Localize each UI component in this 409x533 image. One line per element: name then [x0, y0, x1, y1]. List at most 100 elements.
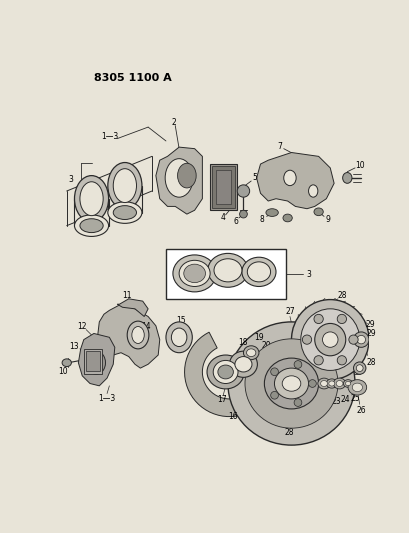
- Bar: [166, 249, 285, 299]
- Bar: [216, 170, 231, 204]
- Ellipse shape: [243, 346, 258, 360]
- Text: 5: 5: [252, 173, 257, 182]
- Ellipse shape: [283, 170, 295, 185]
- Polygon shape: [184, 332, 272, 417]
- Text: 6: 6: [233, 216, 238, 225]
- Ellipse shape: [270, 391, 278, 399]
- Text: 19: 19: [254, 333, 263, 342]
- Ellipse shape: [342, 173, 351, 183]
- Ellipse shape: [80, 219, 103, 232]
- Ellipse shape: [320, 381, 327, 386]
- Text: 15: 15: [176, 316, 186, 325]
- Text: 3: 3: [68, 175, 73, 184]
- Ellipse shape: [213, 360, 238, 384]
- Text: 1—3: 1—3: [98, 394, 115, 403]
- Ellipse shape: [179, 260, 210, 287]
- Text: 8305 1100 A: 8305 1100 A: [94, 73, 171, 83]
- Ellipse shape: [343, 379, 352, 387]
- Ellipse shape: [336, 356, 346, 365]
- Ellipse shape: [270, 368, 278, 376]
- Ellipse shape: [345, 382, 350, 386]
- Ellipse shape: [183, 264, 205, 282]
- Ellipse shape: [308, 379, 315, 387]
- Ellipse shape: [282, 214, 292, 222]
- Ellipse shape: [356, 335, 364, 344]
- Ellipse shape: [347, 379, 366, 395]
- Bar: [86, 351, 100, 371]
- Bar: [83, 349, 102, 374]
- Text: 13: 13: [70, 342, 79, 351]
- Text: 29: 29: [366, 329, 375, 338]
- Ellipse shape: [173, 255, 216, 292]
- Ellipse shape: [301, 335, 311, 344]
- Text: 4: 4: [220, 213, 225, 222]
- Ellipse shape: [132, 327, 144, 343]
- Text: 17: 17: [216, 395, 226, 404]
- Text: 2: 2: [171, 118, 175, 127]
- Ellipse shape: [293, 399, 301, 406]
- Ellipse shape: [322, 332, 337, 348]
- Ellipse shape: [177, 163, 196, 188]
- Ellipse shape: [239, 210, 247, 218]
- Bar: [210, 164, 237, 210]
- Text: 22: 22: [315, 397, 325, 406]
- Text: 14: 14: [141, 322, 150, 331]
- Ellipse shape: [317, 378, 329, 389]
- Text: 25: 25: [349, 394, 359, 402]
- Ellipse shape: [113, 206, 136, 220]
- Ellipse shape: [246, 349, 255, 357]
- Ellipse shape: [274, 368, 308, 399]
- Ellipse shape: [264, 358, 318, 409]
- Ellipse shape: [308, 185, 317, 197]
- Text: 26: 26: [355, 406, 365, 415]
- Ellipse shape: [335, 381, 342, 386]
- Ellipse shape: [127, 321, 148, 349]
- Ellipse shape: [328, 381, 334, 386]
- Ellipse shape: [336, 314, 346, 324]
- Ellipse shape: [207, 355, 244, 389]
- Polygon shape: [78, 334, 115, 386]
- Text: 1—3: 1—3: [101, 132, 118, 141]
- Ellipse shape: [351, 383, 362, 392]
- Ellipse shape: [237, 185, 249, 197]
- Ellipse shape: [213, 259, 241, 282]
- Text: 12: 12: [77, 322, 87, 331]
- Text: 11: 11: [122, 291, 132, 300]
- Ellipse shape: [265, 209, 278, 216]
- Polygon shape: [256, 152, 333, 209]
- Text: 7: 7: [277, 142, 282, 151]
- Text: 9: 9: [325, 215, 330, 224]
- Ellipse shape: [291, 300, 368, 379]
- Text: 27: 27: [284, 308, 294, 317]
- Ellipse shape: [229, 351, 257, 377]
- Ellipse shape: [333, 378, 345, 389]
- Text: 23: 23: [331, 397, 340, 406]
- Ellipse shape: [281, 376, 300, 391]
- Ellipse shape: [313, 356, 322, 365]
- Bar: [212, 166, 234, 208]
- Text: 28: 28: [284, 427, 293, 437]
- Ellipse shape: [355, 365, 362, 372]
- Ellipse shape: [171, 328, 187, 346]
- Text: 8: 8: [259, 215, 264, 224]
- Text: 18: 18: [238, 338, 247, 347]
- Ellipse shape: [166, 322, 192, 353]
- Polygon shape: [155, 147, 202, 214]
- Ellipse shape: [314, 324, 345, 356]
- Text: 21: 21: [303, 355, 312, 364]
- Text: 20: 20: [261, 341, 271, 350]
- Text: 28: 28: [366, 358, 375, 367]
- Ellipse shape: [113, 168, 136, 203]
- Ellipse shape: [62, 359, 71, 367]
- Ellipse shape: [74, 175, 108, 222]
- Ellipse shape: [326, 379, 336, 388]
- Ellipse shape: [80, 182, 103, 216]
- Ellipse shape: [165, 159, 193, 197]
- Text: 24: 24: [340, 395, 350, 404]
- Ellipse shape: [313, 208, 322, 216]
- Text: 10: 10: [58, 367, 67, 376]
- Polygon shape: [97, 304, 160, 368]
- Ellipse shape: [108, 202, 142, 223]
- Text: 28: 28: [336, 291, 346, 300]
- Text: 3: 3: [306, 270, 311, 279]
